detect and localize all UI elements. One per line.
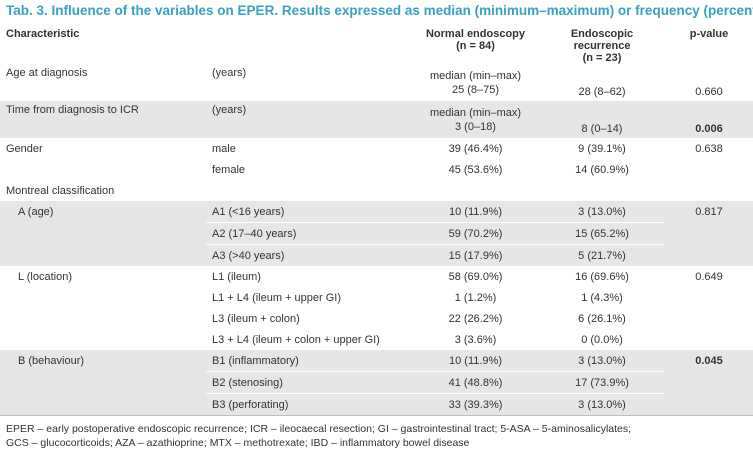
age-recurrence: 28 (8–62)	[578, 86, 626, 98]
l1-normal: 58 (69.0%)	[448, 270, 503, 283]
l1-label: L1 (ileum)	[212, 270, 261, 283]
a2-normal: 59 (70.2%)	[412, 222, 539, 245]
b2-label: B2 (stenosing)	[206, 371, 412, 394]
age-p-value: 0.660	[695, 86, 723, 98]
b3-recurrence: 3 (13.0%)	[539, 393, 665, 415]
l1-l4-normal: 1 (1.2%)	[454, 291, 497, 304]
l-label: L (location)	[18, 270, 73, 283]
time-unit: (years)	[206, 101, 412, 138]
header-endoscopic-recurrence: Endoscopic recurrence (n = 23)	[539, 24, 665, 64]
row-age-at-diagnosis: Age at diagnosis (years) median (min–max…	[0, 64, 753, 101]
results-table: Characteristic Normal endoscopy (n = 84)…	[0, 24, 753, 415]
row-a3: A3 (>40 years) 15 (17.9%) 5 (21.7%)	[0, 244, 753, 266]
age-normal-value: 25 (8–75)	[451, 83, 500, 96]
time-label: Time from diagnosis to ICR	[0, 101, 206, 138]
b1-recurrence: 3 (13.0%)	[539, 350, 665, 372]
gender-label: Gender	[6, 142, 43, 155]
row-b2: B2 (stenosing) 41 (48.8%) 17 (73.9%)	[0, 371, 753, 394]
time-recurrence: 8 (0–14)	[539, 101, 665, 138]
a3-normal: 15 (17.9%)	[412, 244, 539, 266]
a-p-value: 0.817	[665, 201, 753, 223]
age-normal-top: median (min–max)	[429, 69, 522, 82]
age-normal: median (min–max) 25 (8–75)	[412, 64, 539, 101]
header-normal-endoscopy: Normal endoscopy (n = 84)	[412, 24, 539, 64]
row-montreal-heading: Montreal classification	[0, 180, 753, 201]
footnote-line-2: GCS – glucocorticoids; AZA – azathioprin…	[6, 437, 470, 449]
a3-recurrence: 5 (21.7%)	[539, 244, 665, 266]
row-gender-male: Gender male 39 (46.4%) 9 (39.1%) 0.638	[0, 138, 753, 159]
header-normal-label: Normal endoscopy	[425, 28, 526, 40]
a2-label: A2 (17–40 years)	[206, 222, 412, 245]
b2-normal: 41 (48.8%)	[412, 371, 539, 394]
montreal-label: Montreal classification	[6, 184, 115, 197]
l1-l4-label: L1 + L4 (ileum + upper GI)	[212, 291, 342, 304]
b3-label: B3 (perforating)	[206, 393, 412, 415]
a3-label: A3 (>40 years)	[206, 244, 412, 266]
row-time-to-icr: Time from diagnosis to ICR (years) media…	[0, 101, 753, 138]
b-label: B (behaviour)	[0, 350, 206, 372]
b2-recurrence: 17 (73.9%)	[539, 371, 665, 394]
gender-female-label: female	[212, 163, 246, 176]
l3-label: L3 (ileum + colon)	[212, 312, 300, 325]
l3-normal: 22 (26.2%)	[448, 312, 503, 325]
l3-recurrence: 6 (26.1%)	[578, 312, 626, 325]
age-unit: (years)	[212, 67, 247, 79]
header-characteristic: Characteristic	[6, 28, 80, 40]
time-normal: median (min–max) 3 (0–18)	[412, 101, 539, 138]
a1-normal: 10 (11.9%)	[412, 201, 539, 223]
l3-l4-recurrence: 0 (0.0%)	[581, 333, 623, 346]
b1-normal: 10 (11.9%)	[412, 350, 539, 372]
gender-p-value: 0.638	[695, 142, 723, 155]
table-caption: Tab. 3. Influence of the variables on EP…	[6, 3, 753, 18]
l3-l4-label: L3 + L4 (ileum + colon + upper GI)	[212, 333, 380, 346]
l-p-value: 0.649	[695, 270, 723, 283]
a1-label: A1 (<16 years)	[206, 201, 412, 223]
age-label: Age at diagnosis	[6, 67, 88, 79]
a-label: A (age)	[0, 201, 206, 223]
a2-recurrence: 15 (65.2%)	[539, 222, 665, 245]
row-l3-l4: L3 + L4 (ileum + colon + upper GI) 3 (3.…	[0, 329, 753, 350]
header-recurrence-n: (n = 23)	[582, 52, 622, 64]
gender-male-recurrence: 9 (39.1%)	[578, 142, 626, 155]
b1-label: B1 (inflammatory)	[206, 350, 412, 372]
l3-l4-normal: 3 (3.6%)	[454, 333, 497, 346]
gender-male-normal: 39 (46.4%)	[448, 142, 503, 155]
time-normal-value: 3 (0–18)	[455, 120, 496, 133]
row-b1: B (behaviour) B1 (inflammatory) 10 (11.9…	[0, 350, 753, 372]
row-l1-l4: L1 + L4 (ileum + upper GI) 1 (1.2%) 1 (4…	[0, 287, 753, 308]
row-gender-female: female 45 (53.6%) 14 (60.9%)	[0, 159, 753, 180]
header-row: Characteristic Normal endoscopy (n = 84)…	[0, 24, 753, 64]
table-footnote: EPER – early postoperative endoscopic re…	[6, 422, 751, 450]
row-l1: L (location) L1 (ileum) 58 (69.0%) 16 (6…	[0, 266, 753, 287]
footnote-line-1: EPER – early postoperative endoscopic re…	[6, 423, 632, 435]
a1-recurrence: 3 (13.0%)	[539, 201, 665, 223]
header-normal-n: (n = 84)	[456, 40, 495, 52]
footer-divider	[0, 415, 753, 416]
header-recurrence-label: Endoscopic recurrence	[570, 28, 634, 52]
header-p-value: p-value	[689, 28, 729, 40]
l1-recurrence: 16 (69.6%)	[575, 270, 629, 283]
row-l3: L3 (ileum + colon) 22 (26.2%) 6 (26.1%)	[0, 308, 753, 329]
row-a2: A2 (17–40 years) 59 (70.2%) 15 (65.2%)	[0, 222, 753, 245]
b3-normal: 33 (39.3%)	[412, 393, 539, 415]
gender-male-label: male	[212, 142, 236, 155]
row-a1: A (age) A1 (<16 years) 10 (11.9%) 3 (13.…	[0, 201, 753, 223]
time-p-value: 0.006	[665, 101, 753, 138]
l1-l4-recurrence: 1 (4.3%)	[581, 291, 623, 304]
gender-female-normal: 45 (53.6%)	[448, 163, 503, 176]
gender-female-recurrence: 14 (60.9%)	[575, 163, 629, 176]
row-b3: B3 (perforating) 33 (39.3%) 3 (13.0%)	[0, 393, 753, 415]
b-p-value: 0.045	[665, 350, 753, 372]
time-normal-top: median (min–max)	[429, 106, 522, 119]
